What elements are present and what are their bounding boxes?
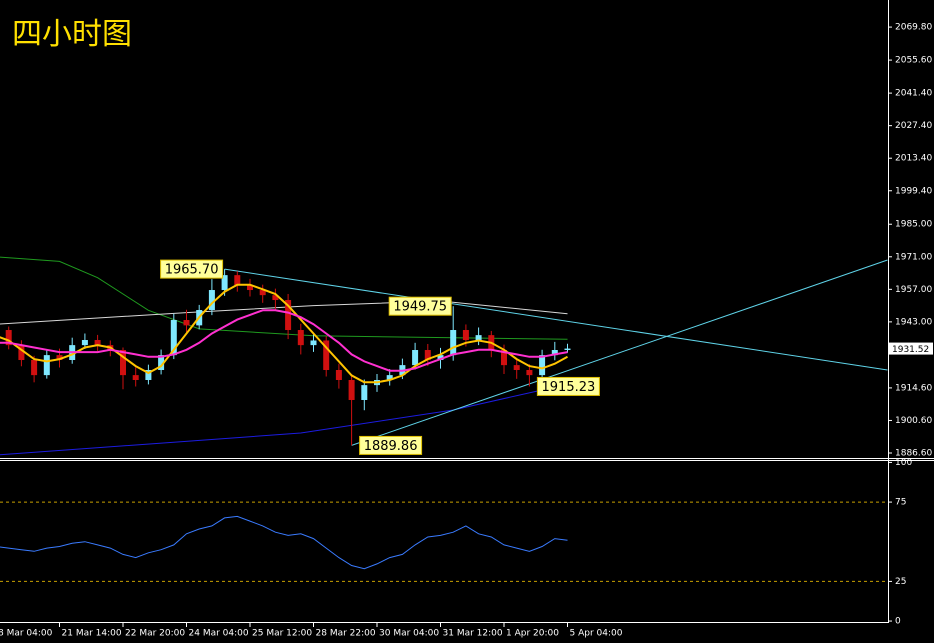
y-tick-label: 1886.60: [895, 449, 932, 459]
y-tick-label: 2069.80: [895, 23, 932, 33]
candle-body: [462, 330, 469, 341]
overlay-line: [0, 300, 568, 325]
x-tick-label: 30 Mar 04:00: [379, 629, 439, 639]
candle-body: [247, 285, 253, 291]
x-tick-label: 5 Apr 04:00: [570, 629, 623, 639]
candle-body: [18, 345, 25, 361]
candle-body: [551, 350, 558, 356]
y-tick-label: 1985.00: [895, 220, 932, 230]
candle-body: [513, 365, 520, 371]
overlay-line: [224, 268, 888, 371]
candle-body: [361, 385, 368, 400]
annotation-box: [359, 435, 423, 455]
candle-body: [31, 360, 38, 376]
y-tick-label: 1914.60: [895, 383, 932, 393]
y-tick-label: 2041.40: [895, 89, 932, 99]
candle-body: [234, 275, 241, 286]
candle-body: [183, 320, 190, 326]
chart-title: 四小时图: [12, 17, 132, 52]
candle-body: [145, 370, 152, 381]
y-tick-label: 2013.40: [895, 154, 932, 164]
candle-body: [208, 290, 215, 311]
x-tick-label: 8 Mar 04:00: [0, 629, 53, 639]
candle-body: [386, 375, 393, 381]
candle-body: [323, 340, 330, 371]
candle-body: [564, 348, 571, 351]
y-tick-label: 2027.40: [895, 121, 932, 131]
x-tick-label: 24 Mar 04:00: [189, 629, 249, 639]
candle-body: [450, 330, 457, 356]
candle-body: [348, 380, 355, 400]
y-tick-label: 100: [895, 458, 912, 468]
candle-body: [56, 355, 63, 361]
overlay-line: [351, 259, 888, 446]
y-tick-label: 1943.00: [895, 317, 932, 327]
last-price-label: 1931.52: [892, 345, 929, 355]
rsi-line: [0, 515, 568, 570]
overlay-line: [0, 389, 543, 456]
x-tick-label: 28 Mar 22:00: [316, 629, 376, 639]
candle-body: [120, 350, 126, 376]
annotation-label: 1965.70: [165, 263, 219, 278]
annotation-label: 1949.75: [393, 300, 447, 315]
candle-body: [526, 370, 533, 376]
candle-body: [285, 300, 292, 331]
y-tick-label: 1971.00: [895, 252, 932, 262]
candle-body: [437, 355, 444, 361]
annotation-label: 1915.23: [542, 380, 596, 395]
y-tick-label: 1957.00: [895, 285, 932, 295]
candle-body: [412, 350, 419, 366]
annotation-box: [388, 296, 452, 316]
candle-body: [272, 295, 279, 301]
candle-body: [424, 350, 431, 361]
last-price-box: [889, 342, 933, 355]
candle-body: [94, 340, 101, 346]
moving-average: [0, 309, 568, 372]
candle-body: [310, 340, 317, 346]
annotation-label: 1889.86: [364, 439, 418, 454]
annotation-box: [160, 259, 224, 279]
x-tick-label: 1 Apr 20:00: [506, 629, 559, 639]
candle-body: [132, 375, 139, 381]
candle-body: [158, 355, 165, 371]
price-panel: 1965.70 1949.75 1915.23 1889.86: [0, 256, 888, 456]
y-tick-label: 75: [895, 498, 906, 508]
candle-body: [81, 340, 88, 346]
candle-body: [335, 370, 342, 381]
x-tick-label: 22 Mar 20:00: [125, 629, 185, 639]
candle-body: [170, 320, 177, 356]
x-tick-label: 31 Mar 12:00: [443, 629, 503, 639]
y-tick-label: 0: [895, 617, 901, 627]
rsi-panel: [0, 501, 888, 582]
y-tick-label: 1999.40: [895, 186, 932, 196]
candle-body: [501, 350, 507, 366]
candle-body: [259, 290, 266, 296]
candle-body: [43, 355, 50, 376]
candle-body: [475, 335, 482, 341]
y-tick-label: 25: [895, 577, 906, 587]
candle-body: [5, 330, 12, 346]
x-tick-label: 21 Mar 14:00: [62, 629, 122, 639]
x-tick-label: 25 Mar 12:00: [252, 629, 312, 639]
annotation-box: [536, 376, 600, 396]
y-tick-label: 1900.60: [895, 416, 932, 426]
moving-average: [0, 283, 568, 384]
y-tick-label: 2055.60: [895, 56, 932, 66]
candle-body: [539, 355, 546, 376]
candle-body: [221, 275, 228, 291]
candle-body: [297, 330, 304, 346]
